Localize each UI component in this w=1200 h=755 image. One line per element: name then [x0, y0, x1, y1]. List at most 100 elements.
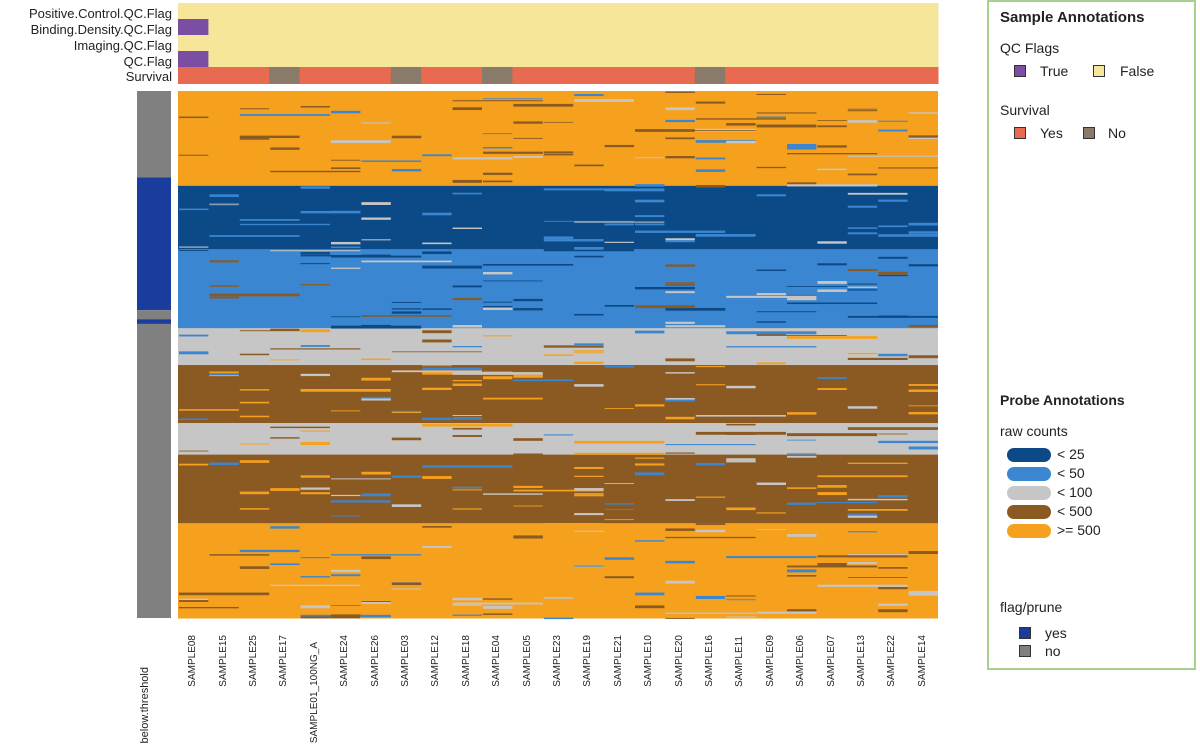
annotation-cell-Survival-SAMPLE19	[573, 67, 605, 84]
heatmap-cell-SAMPLE20	[665, 372, 695, 374]
heatmap-cell-SAMPLE05	[513, 505, 543, 507]
heatmap-cell-SAMPLE18	[452, 100, 543, 102]
annotation-cell-QC.Flag-SAMPLE16	[694, 51, 726, 67]
heatmap-cell-SAMPLE09	[756, 219, 817, 221]
heatmap-cell-SAMPLE23	[543, 248, 634, 252]
heatmap-cell-SAMPLE19	[574, 488, 604, 491]
heatmap-cell-SAMPLE07	[817, 263, 847, 266]
annotation-cell-Positive.Control.QC.Flag-SAMPLE05	[512, 3, 544, 19]
heatmap-cell-SAMPLE14	[908, 264, 938, 267]
annotation-cell-Binding.Density.QC.Flag-SAMPLE01_100NG_A	[299, 19, 331, 35]
heatmap-cell-SAMPLE06	[787, 286, 847, 287]
heatmap-cell-SAMPLE09	[756, 124, 817, 128]
annotation-cell-Imaging.QC.Flag-SAMPLE17	[269, 35, 301, 51]
heatmap-cell-SAMPLE25	[239, 549, 300, 553]
legend-survival-subtitle: Survival	[1000, 102, 1050, 118]
annotation-cell-Survival-SAMPLE22	[877, 67, 909, 84]
heatmap-cell-SAMPLE19	[574, 343, 604, 346]
heatmap-cell-SAMPLE01_100NG_A	[300, 487, 330, 490]
heatmap-cell-SAMPLE12	[422, 365, 452, 367]
heatmap-cell-SAMPLE17	[270, 584, 361, 586]
heatmap-cell-SAMPLE18	[452, 604, 482, 606]
annotation-cell-Imaging.QC.Flag-SAMPLE20	[664, 35, 696, 51]
heatmap-cell-SAMPLE19	[574, 164, 604, 167]
heatmap-cell-SAMPLE20	[665, 528, 695, 531]
heatmap-cell-SAMPLE25	[239, 219, 300, 221]
heatmap-cell-SAMPLE20	[665, 560, 695, 564]
heatmap-cell-SAMPLE24	[331, 478, 391, 480]
annotation-cell-Positive.Control.QC.Flag-SAMPLE03	[390, 3, 422, 19]
annotation-cell-Positive.Control.QC.Flag-SAMPLE20	[664, 3, 696, 19]
legend-flag-subtitle: flag/prune	[1000, 599, 1063, 615]
heatmap-cell-SAMPLE22	[878, 353, 908, 357]
heatmap-cell-SAMPLE04	[483, 371, 513, 373]
annotation-cell-QC.Flag-SAMPLE01_100NG_A	[299, 51, 331, 67]
heatmap-cell-SAMPLE21	[604, 576, 634, 579]
probe-annotation-block-1	[137, 177, 171, 311]
heatmap-cell-SAMPLE07	[817, 120, 847, 121]
heatmap-cell-SAMPLE25	[239, 401, 270, 404]
heatmap-cell-SAMPLE15	[209, 203, 239, 205]
heatmap-cell-SAMPLE14	[908, 551, 938, 554]
heatmap-cell-SAMPLE07	[817, 584, 908, 587]
heatmap-cell-SAMPLE14	[908, 384, 938, 386]
heatmap-cell-SAMPLE14	[908, 231, 938, 234]
heatmap-cell-SAMPLE13	[847, 562, 878, 565]
probe-annotation-block-4	[137, 323, 171, 618]
heatmap-cell-SAMPLE04	[483, 133, 513, 135]
annotation-cell-QC.Flag-SAMPLE26	[360, 51, 392, 67]
heatmap-cell-SAMPLE24	[331, 167, 361, 170]
heatmap-cell-SAMPLE19	[574, 466, 604, 469]
heatmap-cell-SAMPLE20	[665, 321, 695, 324]
heatmap-cell-SAMPLE20	[665, 291, 695, 294]
annotation-cell-QC.Flag-SAMPLE24	[330, 51, 361, 67]
heatmap-cell-SAMPLE05	[513, 298, 543, 302]
annotation-label-qc-flag: QC.Flag	[123, 54, 172, 69]
heatmap-cell-SAMPLE25	[239, 491, 270, 495]
heatmap-cell-SAMPLE14	[908, 446, 938, 450]
legend-probe-title: Probe Annotations	[1000, 392, 1125, 408]
heatmap-cell-SAMPLE05	[513, 535, 543, 539]
heatmap-cell-SAMPLE25	[239, 389, 270, 391]
annotation-cell-Imaging.QC.Flag-SAMPLE22	[877, 35, 909, 51]
heatmap-cell-SAMPLE22	[878, 274, 908, 277]
heatmap-cell-SAMPLE13	[847, 110, 878, 112]
heatmap-cell-SAMPLE26	[361, 122, 391, 124]
annotation-cell-Survival-SAMPLE12	[421, 67, 453, 84]
heatmap-cell-SAMPLE12	[422, 367, 482, 371]
heatmap-cell-SAMPLE08	[179, 334, 209, 337]
annotation-cell-Binding.Density.QC.Flag-SAMPLE23	[542, 19, 574, 35]
heatmap-cell-SAMPLE22	[878, 129, 908, 132]
heatmap-cell-SAMPLE03	[391, 135, 422, 139]
heatmap-cell-SAMPLE05	[513, 103, 574, 107]
heatmap-cell-SAMPLE24	[331, 241, 361, 245]
heatmap-cell-SAMPLE23	[543, 354, 574, 356]
heatmap-cell-SAMPLE19	[574, 493, 604, 495]
annotation-cell-QC.Flag-SAMPLE20	[664, 51, 696, 67]
annotation-cell-Imaging.QC.Flag-SAMPLE01_100NG_A	[299, 35, 331, 51]
heatmap-cell-SAMPLE13	[847, 462, 908, 464]
heatmap-cell-SAMPLE21	[604, 557, 634, 560]
annotation-cell-Positive.Control.QC.Flag-SAMPLE11	[725, 3, 757, 19]
heatmap-cell-SAMPLE13	[847, 427, 938, 430]
heatmap-cell-SAMPLE01_100NG_A	[300, 373, 330, 377]
heatmap-cell-SAMPLE09	[756, 321, 786, 323]
sample-label-SAMPLE19: SAMPLE19	[582, 635, 594, 687]
heatmap-cell-SAMPLE10	[635, 404, 665, 407]
annotation-cell-QC.Flag-SAMPLE13	[846, 51, 878, 67]
heatmap-cell-SAMPLE18	[452, 107, 482, 111]
heatmap-cell-SAMPLE09	[756, 293, 786, 296]
heatmap-cell-SAMPLE06	[787, 297, 817, 301]
heatmap-cell-SAMPLE14	[908, 355, 938, 359]
heatmap-cell-SAMPLE06	[787, 294, 817, 297]
heatmap-cell-SAMPLE21	[604, 519, 634, 521]
heatmap-cell-SAMPLE22	[878, 189, 938, 192]
annotation-cell-Imaging.QC.Flag-SAMPLE19	[573, 35, 605, 51]
heatmap-cell-SAMPLE18	[452, 486, 482, 489]
heatmap-cell-SAMPLE05	[513, 137, 543, 139]
heatmap-cell-SAMPLE15	[209, 371, 239, 374]
heatmap-cell-SAMPLE09	[756, 362, 786, 365]
heatmap-cell-SAMPLE26	[361, 557, 391, 560]
heatmap-cell-SAMPLE13	[847, 577, 908, 578]
heatmap-cell-SAMPLE08	[179, 154, 209, 156]
